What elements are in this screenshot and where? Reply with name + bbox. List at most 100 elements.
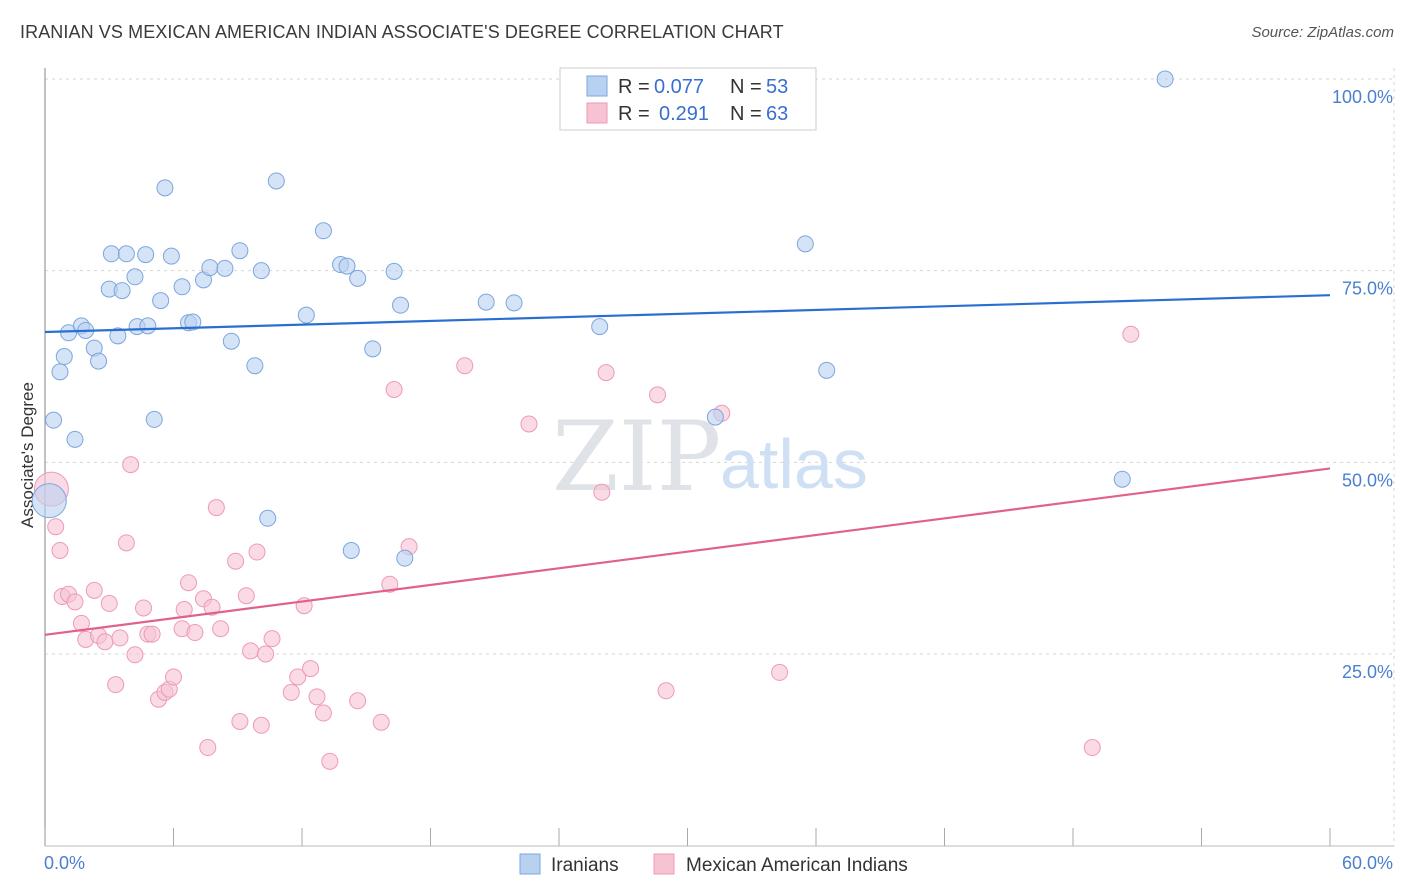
iranians-point-34 [297, 306, 315, 324]
mexican-american-indians-point-48 [349, 692, 367, 710]
iranians-point-33 [267, 172, 285, 190]
iranians-point-50 [1113, 470, 1131, 488]
iranians-point-52 [31, 483, 67, 519]
mexican-american-indians-point-56 [597, 364, 615, 382]
y-tick-label-1: 50.0% [1342, 470, 1393, 490]
y-tick-label-0: 25.0% [1342, 662, 1393, 682]
bottom-legend: Iranians Mexican American Indians [519, 853, 908, 876]
legend-r-value-1: 0.077 [654, 76, 704, 98]
x-tick-label-0: 0.0% [44, 853, 85, 873]
mexican-american-indians-point-10 [96, 633, 114, 651]
mexican-american-indians-point-35 [237, 587, 255, 605]
mexican-american-indians-point-5 [66, 593, 84, 611]
iranians-point-16 [137, 246, 155, 264]
iranians-point-47 [706, 408, 724, 426]
mexican-american-indians-point-47 [321, 752, 339, 770]
iranians-point-14 [126, 268, 144, 286]
mexican-american-indians-point-50 [381, 575, 399, 593]
mexican-american-indians-point-17 [135, 599, 153, 617]
mexican-american-indians-point-33 [227, 552, 245, 570]
iranians-point-10 [102, 245, 120, 263]
mexican-american-indians-point-29 [199, 739, 217, 757]
mexican-american-indians-point-53 [456, 357, 474, 375]
legend-r-value-2: 0.291 [659, 103, 709, 125]
x-tick-label-1: 60.0% [1342, 853, 1393, 873]
mexican-american-indians-point-41 [282, 683, 300, 701]
iranians-point-11 [109, 327, 127, 345]
mexican-american-indians-point-11 [100, 594, 118, 612]
iranians-point-30 [246, 357, 264, 375]
mexican-american-indians-point-15 [122, 456, 140, 474]
mexican-american-indians-point-49 [372, 713, 390, 731]
mexican-american-indians-point-38 [252, 716, 270, 734]
mexican-american-indians-point-42 [289, 668, 307, 686]
iranians-point-27 [216, 259, 234, 277]
legend-r-label-2: R = [618, 103, 650, 125]
legend-n-value-1: 53 [766, 76, 788, 98]
bottom-legend-swatch-iranians [519, 853, 541, 875]
mexican-american-indians-point-14 [117, 534, 135, 552]
mexican-american-indians-point-57 [649, 386, 667, 404]
mexican-american-indians-point-44 [302, 660, 320, 678]
mexican-american-indians-point-46 [314, 704, 332, 722]
mexican-american-indians-point-36 [242, 642, 260, 660]
iranians-point-40 [364, 340, 382, 358]
legend-n-value-2: 63 [766, 103, 788, 125]
trendline-mexican-american-indians [44, 467, 1331, 636]
mexican-american-indians-point-58 [657, 682, 675, 700]
iranians-point-42 [392, 296, 410, 314]
iranians-point-24 [184, 313, 202, 331]
mexican-american-indians-point-34 [231, 712, 249, 730]
y-tick-label-3: 100.0% [1332, 87, 1393, 107]
legend-swatch-mexican-american-indians [586, 102, 608, 124]
mexican-american-indians-point-45 [308, 688, 326, 706]
series-iranians [31, 70, 1174, 567]
iranians-point-12 [113, 282, 131, 300]
mexican-american-indians-point-51 [385, 381, 403, 398]
iranians-point-18 [145, 410, 163, 428]
mexican-american-indians-point-62 [1122, 325, 1140, 343]
iranians-point-49 [818, 361, 836, 379]
iranians-point-1 [51, 363, 69, 381]
iranians-point-20 [156, 179, 174, 197]
iranians-point-48 [796, 235, 814, 253]
iranians-point-43 [396, 549, 414, 567]
y-axis-label: Associate's Degree [18, 382, 37, 528]
mexican-american-indians-point-37 [248, 543, 266, 561]
mexican-american-indians-point-30 [203, 598, 221, 616]
x-tick-labels: 0.0% 60.0% [44, 853, 1393, 873]
iranians-point-44 [477, 293, 495, 311]
iranians-point-51 [1156, 70, 1174, 88]
mexican-american-indians-point-2 [51, 542, 69, 559]
iranians-point-19 [152, 292, 170, 310]
legend-n-label-2: N = [730, 103, 762, 125]
series-mexican-american-indians [33, 325, 1140, 770]
mexican-american-indians-point-6 [72, 614, 90, 632]
mexican-american-indians-point-13 [111, 629, 129, 647]
mexican-american-indians-point-31 [207, 499, 225, 517]
chart-source: Source: ZipAtlas.com [1251, 24, 1394, 41]
iranians-point-4 [66, 430, 84, 448]
mexican-american-indians-point-54 [520, 415, 538, 433]
mexican-american-indians-point-61 [1083, 739, 1101, 757]
iranians-point-29 [231, 242, 249, 260]
mexican-american-indians-point-8 [85, 581, 103, 599]
iranians-point-41 [385, 262, 403, 280]
watermark-atlas: atlas [720, 425, 868, 503]
mexican-american-indians-point-1 [47, 518, 65, 536]
iranians-point-37 [338, 257, 356, 275]
mexican-american-indians-point-19 [143, 625, 161, 643]
iranians-point-26 [201, 259, 219, 277]
iranians-point-32 [259, 509, 277, 527]
iranians-point-39 [349, 269, 367, 287]
iranians-point-8 [90, 352, 108, 370]
legend: R = 0.077 N = 53 R = 0.291 N = 63 [559, 67, 817, 131]
iranians-point-17 [139, 317, 157, 335]
iranians-point-28 [222, 332, 240, 350]
bottom-legend-label-iranians: Iranians [551, 855, 619, 876]
watermark-zip: ZIP [552, 401, 721, 513]
iranians-point-35 [314, 222, 332, 240]
iranians-point-45 [505, 294, 523, 312]
mexican-american-indians-point-32 [212, 620, 230, 638]
